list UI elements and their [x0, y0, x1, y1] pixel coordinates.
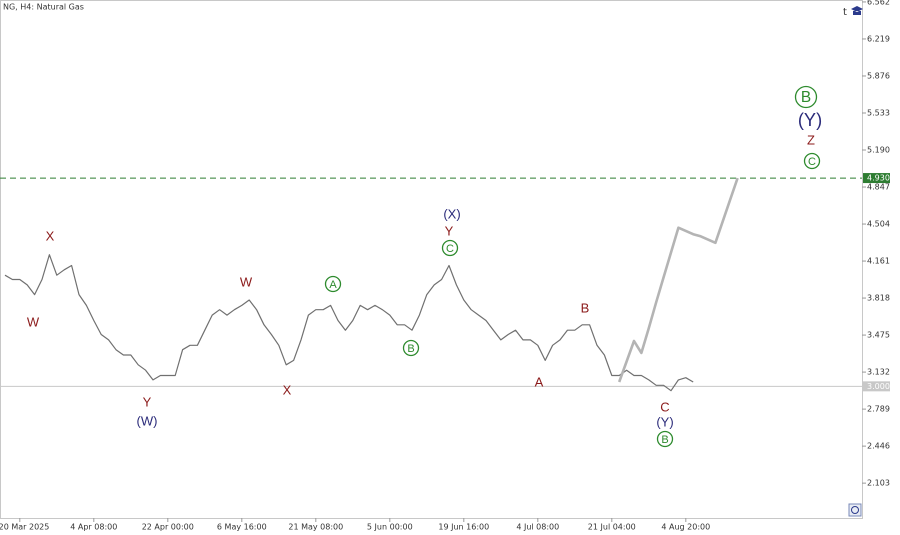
- wave-label: B: [661, 434, 668, 446]
- wave-label: C: [446, 243, 454, 255]
- wave-label: Y: [143, 394, 152, 409]
- wave-label: A: [535, 374, 544, 389]
- level-label-bg: [863, 381, 890, 392]
- y-tick-label: 4.161: [867, 257, 890, 266]
- wave-label: Y: [445, 223, 454, 238]
- wave-circle: [794, 85, 818, 109]
- wave-label: X: [283, 382, 292, 397]
- scroll-icon: [851, 506, 859, 514]
- wave-label: Z: [807, 132, 815, 147]
- y-tick-label: 4.504: [867, 220, 890, 229]
- x-tick-label: 21 May 08:00: [288, 523, 343, 532]
- price-line: [4, 254, 694, 392]
- chart-title: NG, H4: Natural Gas: [3, 3, 84, 12]
- level-label: 3.000: [867, 382, 890, 391]
- y-tick-label: 2.789: [867, 405, 890, 414]
- wave-label: A: [329, 279, 337, 291]
- y-tick-label: 6.562: [867, 0, 890, 6]
- toolbar-icon[interactable]: t: [843, 7, 847, 18]
- wave-label: (W): [137, 413, 158, 428]
- wave-label: (X): [443, 206, 460, 221]
- y-tick-label: 2.446: [867, 442, 890, 451]
- level-label-bg: [863, 173, 890, 184]
- wave-label: B: [581, 300, 590, 315]
- y-tick-label: 2.103: [867, 479, 890, 488]
- y-tick-label: 3.132: [867, 368, 890, 377]
- plot-frame: [0, 0, 863, 519]
- y-tick-label: 3.475: [867, 331, 890, 340]
- y-tick-label: 5.876: [867, 71, 890, 80]
- scroll-button[interactable]: [848, 503, 862, 517]
- wave-circle: [324, 275, 342, 293]
- x-tick-label: 20 Mar 2025: [0, 523, 49, 532]
- wave-label: C: [808, 156, 816, 168]
- wave-label: C: [660, 399, 669, 414]
- x-tick-label: 19 Jun 16:00: [438, 523, 489, 532]
- x-tick-label: 22 Apr 00:00: [142, 523, 194, 532]
- wave-label: X: [46, 228, 55, 243]
- wave-label: W: [27, 314, 40, 329]
- wave-label: (Y): [656, 414, 673, 429]
- price-line: [617, 177, 739, 383]
- level-label: 4.930: [867, 174, 890, 183]
- x-tick-label: 5 Jun 00:00: [367, 523, 413, 532]
- wave-label: B: [801, 89, 811, 106]
- wave-circle: [803, 152, 821, 170]
- wave-label: B: [407, 343, 414, 355]
- y-tick-label: 4.847: [867, 183, 890, 192]
- wave-circle: [441, 239, 459, 257]
- y-tick-label: 3.818: [867, 294, 890, 303]
- toolbar-icon[interactable]: [851, 6, 863, 15]
- x-tick-label: 21 Jul 04:00: [588, 523, 636, 532]
- wave-label: W: [240, 274, 253, 289]
- x-tick-label: 4 Apr 08:00: [70, 523, 117, 532]
- x-tick-label: 4 Aug 20:00: [661, 523, 710, 532]
- y-tick-label: 5.190: [867, 146, 890, 155]
- y-tick-label: 6.219: [867, 34, 890, 43]
- wave-circle: [402, 339, 420, 357]
- wave-circle: [656, 430, 674, 448]
- wave-label: (Y): [798, 110, 822, 130]
- y-tick-label: 5.533: [867, 108, 890, 117]
- x-tick-label: 6 May 16:00: [217, 523, 267, 532]
- x-tick-label: 4 Jul 08:00: [516, 523, 559, 532]
